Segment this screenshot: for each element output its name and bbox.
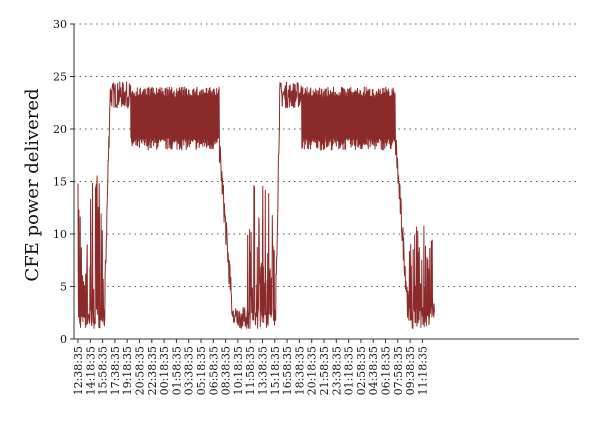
- x-tick-label: 11:58:35: [244, 346, 257, 395]
- series-line: [77, 81, 435, 329]
- x-tick-label: 06:58:35: [207, 346, 220, 395]
- x-tick-label: 15:18:35: [269, 346, 282, 395]
- x-tick-label: 11:18:35: [416, 346, 429, 395]
- x-tick-label: 00:18:35: [158, 346, 171, 395]
- x-tick-label: 23:38:35: [330, 346, 343, 395]
- x-tick-label: 15:58:35: [97, 346, 110, 395]
- x-tick-label: 12:38:35: [72, 346, 85, 395]
- x-tick-label: 01:18:35: [343, 346, 356, 395]
- x-tick-label: 18:38:35: [293, 346, 306, 395]
- y-tick-label: 20: [53, 123, 67, 136]
- x-tick-label: 02:58:35: [355, 346, 368, 395]
- x-tick-label: 20:18:35: [306, 346, 319, 395]
- y-tick-label: 10: [53, 228, 67, 241]
- y-tick-label: 5: [60, 281, 67, 294]
- x-tick-label: 13:38:35: [257, 346, 270, 395]
- x-tick-label: 16:58:35: [281, 346, 294, 395]
- x-tick-label: 03:38:35: [183, 346, 196, 395]
- y-tick-label: 0: [60, 333, 67, 346]
- x-tick-label: 22:38:35: [146, 346, 159, 395]
- x-tick-label: 21:58:35: [318, 346, 331, 395]
- x-tick-label: 19:18:35: [121, 346, 134, 395]
- power-series-path: [77, 81, 435, 329]
- x-tick-label: 20:58:35: [134, 346, 147, 395]
- x-tick-label: 07:58:35: [392, 346, 405, 395]
- x-tick-label: 14:18:35: [84, 346, 97, 395]
- x-tick-label: 01:58:35: [170, 346, 183, 395]
- y-axis-title: CFE power delivered: [22, 88, 43, 281]
- x-tick-label: 10:18:35: [232, 346, 245, 395]
- x-tick-label: 17:38:35: [109, 346, 122, 395]
- y-tick-label: 25: [53, 71, 67, 84]
- x-tick-label: 06:18:35: [380, 346, 393, 395]
- x-tick-label: 05:18:35: [195, 346, 208, 395]
- x-axis-ticks: 12:38:35 14:18:35 15:58:35 17:38:35 19:18:35…: [72, 339, 429, 395]
- y-tick-label: 30: [53, 18, 67, 31]
- y-tick-label: 15: [53, 176, 67, 189]
- y-axis-ticks: 0 5 10 15 20 25 30: [53, 18, 74, 346]
- x-tick-label: 04:38:35: [367, 346, 380, 395]
- x-tick-label: 08:38:35: [220, 346, 233, 395]
- x-tick-label: 09:38:35: [404, 346, 417, 395]
- plot-area: [74, 24, 579, 339]
